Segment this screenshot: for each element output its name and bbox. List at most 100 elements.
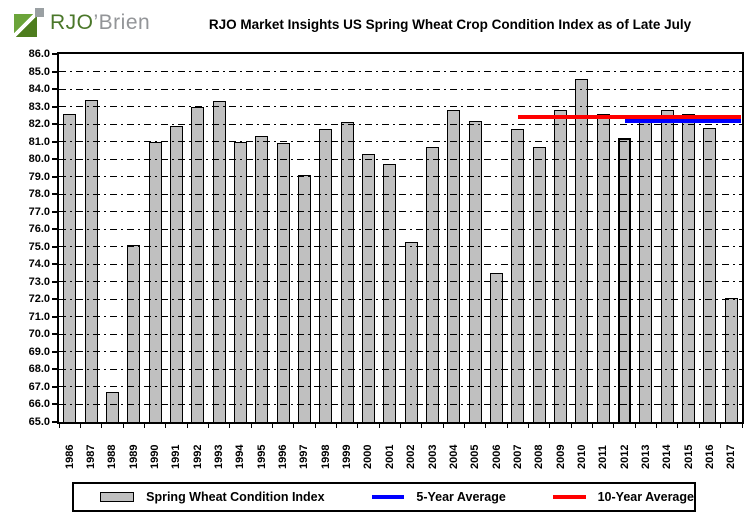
- y-tick-mark-68.0: [52, 368, 57, 371]
- y-tick-label-71.0: 71.0: [28, 310, 50, 323]
- x-tick-label-2017: 2017: [725, 444, 738, 469]
- y-tick-mark-74.0: [52, 263, 57, 266]
- x-tick-mark-12: [314, 424, 316, 428]
- y-tick-label-73.0: 73.0: [28, 275, 50, 288]
- y-tick-label-81.0: 81.0: [28, 135, 50, 148]
- x-tick-mark-24: [570, 424, 572, 428]
- x-tick-label-1986: 1986: [63, 444, 76, 469]
- x-tick-label-1998: 1998: [319, 444, 332, 469]
- y-tick-mark-82.0: [52, 123, 57, 126]
- legend-label-5yr: 5-Year Average: [416, 490, 506, 504]
- legend-label-10yr: 10-Year Average: [597, 490, 694, 504]
- x-tick-mark-26: [613, 424, 615, 428]
- x-tick-label-1995: 1995: [255, 444, 268, 469]
- gridline-80.0: [59, 158, 742, 160]
- bar-2008: [532, 146, 546, 422]
- y-tick-mark-67.0: [52, 385, 57, 388]
- y-tick-mark-80.0: [52, 158, 57, 161]
- x-tick-mark-25: [592, 424, 594, 428]
- x-tick-label-2013: 2013: [639, 444, 652, 469]
- bar-1999: [340, 122, 354, 422]
- x-tick-label-1993: 1993: [213, 444, 226, 469]
- y-tick-mark-84.0: [52, 88, 57, 91]
- y-tick-mark-69.0: [52, 350, 57, 353]
- y-tick-label-72.0: 72.0: [28, 293, 50, 306]
- x-tick-mark-19: [464, 424, 466, 428]
- gridline-85.0: [59, 71, 742, 73]
- x-tick-mark-10: [271, 424, 273, 428]
- x-tick-label-2007: 2007: [511, 444, 524, 469]
- x-tick-label-2006: 2006: [490, 444, 503, 469]
- x-tick-mark-30: [698, 424, 700, 428]
- x-tick-mark-6: [186, 424, 188, 428]
- gridline-82.0: [59, 123, 742, 125]
- x-tick-label-2011: 2011: [597, 445, 610, 469]
- bar-2017: [724, 297, 738, 422]
- gridline-70.0: [59, 333, 742, 335]
- x-tick-label-1992: 1992: [191, 444, 204, 469]
- gridline-83.0: [59, 106, 742, 108]
- y-tick-mark-75.0: [52, 245, 57, 248]
- y-tick-mark-77.0: [52, 210, 57, 213]
- x-tick-label-2004: 2004: [447, 444, 460, 469]
- bar-1989: [127, 245, 141, 422]
- y-tick-mark-71.0: [52, 315, 57, 318]
- chart-title: RJO Market Insights US Spring Wheat Crop…: [208, 17, 692, 32]
- x-tick-label-1996: 1996: [277, 444, 290, 469]
- gridline-75.0: [59, 246, 742, 248]
- gridline-79.0: [59, 176, 742, 178]
- gridline-72.0: [59, 298, 742, 300]
- x-tick-label-2015: 2015: [682, 444, 695, 469]
- legend-label-condition-index: Spring Wheat Condition Index: [146, 490, 325, 504]
- y-tick-mark-81.0: [52, 140, 57, 143]
- bar-2012: [618, 138, 632, 422]
- y-tick-mark-65.0: [52, 421, 57, 423]
- y-tick-label-85.0: 85.0: [28, 65, 50, 78]
- x-tick-mark-7: [207, 424, 209, 428]
- bar-2002: [404, 241, 418, 422]
- x-tick-mark-5: [165, 424, 167, 428]
- logo-text: RJO’Brien: [50, 11, 150, 35]
- x-tick-label-1999: 1999: [341, 444, 354, 469]
- x-tick-mark-28: [656, 424, 658, 428]
- legend-red-line-swatch: [553, 495, 586, 499]
- x-tick-mark-2: [101, 424, 103, 428]
- x-tick-label-2010: 2010: [575, 444, 588, 469]
- gridline-66.0: [59, 403, 742, 405]
- bar-1997: [297, 174, 311, 422]
- x-tick-mark-32: [741, 424, 743, 428]
- average-line-10-year-average: [517, 115, 742, 120]
- bar-2003: [426, 146, 440, 422]
- y-tick-label-76.0: 76.0: [28, 223, 50, 236]
- x-tick-label-1991: 1991: [170, 444, 183, 469]
- x-tick-label-2016: 2016: [703, 444, 716, 469]
- y-tick-label-86.0: 86.0: [28, 48, 50, 60]
- x-tick-mark-14: [357, 424, 359, 428]
- y-tick-label-66.0: 66.0: [28, 398, 50, 411]
- x-tick-mark-13: [335, 424, 337, 428]
- bar-1986: [63, 113, 77, 422]
- x-tick-mark-1: [79, 424, 81, 428]
- gridline-81.0: [59, 141, 742, 143]
- y-tick-label-74.0: 74.0: [28, 258, 50, 271]
- x-tick-mark-11: [293, 424, 295, 428]
- bar-2013: [639, 122, 653, 422]
- rjo-brien-logo: RJO’Brien: [14, 8, 150, 38]
- logo-gray-square: [35, 8, 44, 17]
- gridline-78.0: [59, 193, 742, 195]
- gridline-76.0: [59, 228, 742, 230]
- gridline-73.0: [59, 281, 742, 283]
- x-tick-mark-27: [634, 424, 636, 428]
- x-tick-label-2008: 2008: [533, 444, 546, 469]
- x-tick-mark-15: [378, 424, 380, 428]
- bar-2005: [468, 120, 482, 422]
- x-tick-mark-3: [122, 424, 124, 428]
- bar-2001: [383, 164, 397, 422]
- average-line-5-year-average: [624, 118, 742, 123]
- x-tick-label-2012: 2012: [618, 444, 631, 469]
- x-tick-mark-20: [485, 424, 487, 428]
- legend-blue-line-swatch: [372, 495, 405, 499]
- bar-2004: [447, 110, 461, 422]
- x-tick-label-1994: 1994: [234, 444, 247, 469]
- y-tick-mark-66.0: [52, 403, 57, 406]
